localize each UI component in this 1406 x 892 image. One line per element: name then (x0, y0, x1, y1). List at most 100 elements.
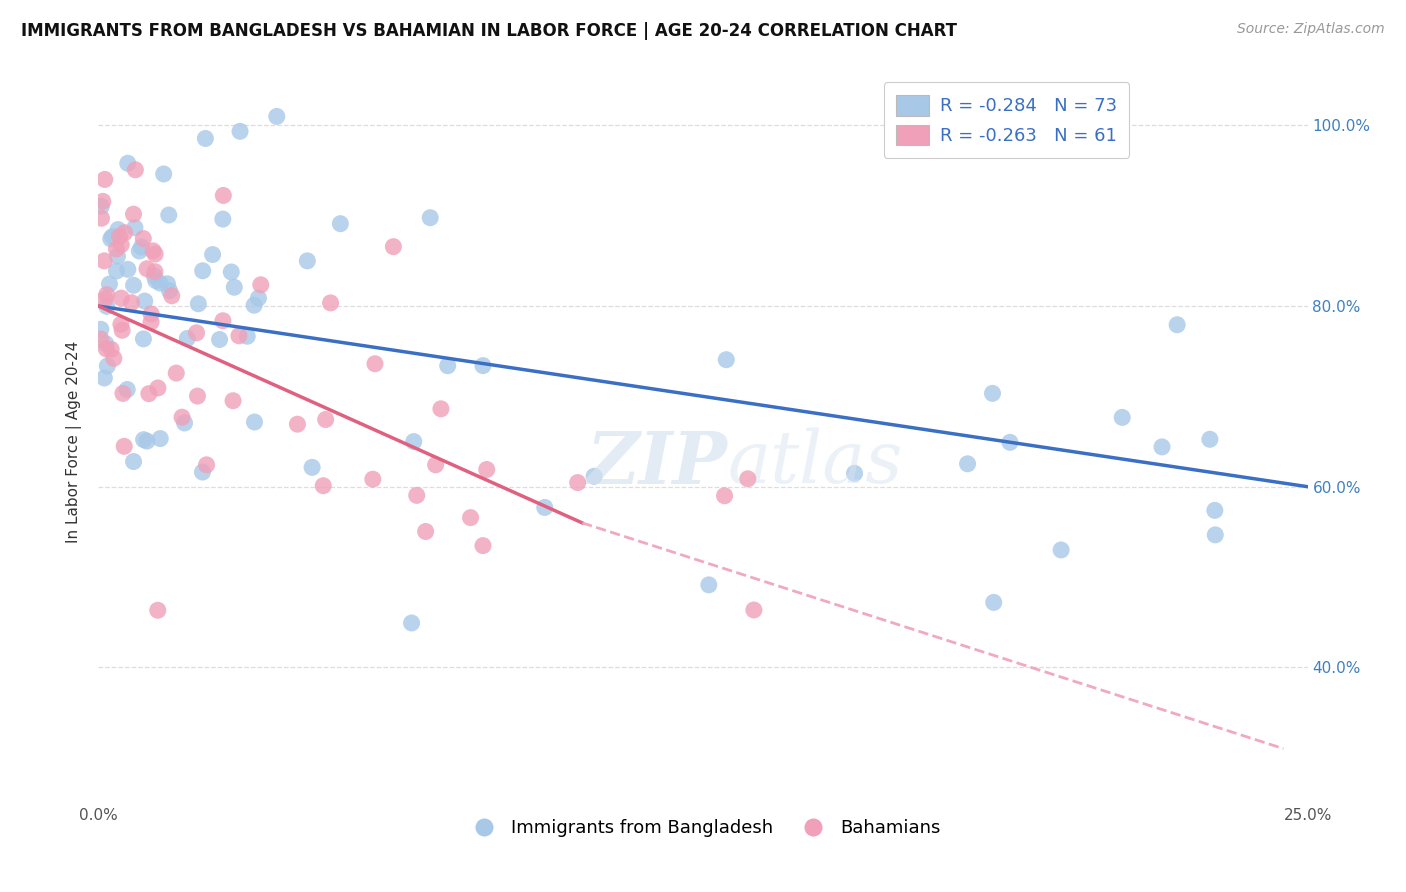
Point (212, 188, 235, 202)
Point (152, 167, 174, 181)
Point (247, 291, 270, 305)
Point (405, 488, 427, 502)
Point (138, 386, 160, 401)
Point (195, 458, 218, 472)
Text: Source: ZipAtlas.com: Source: ZipAtlas.com (1237, 22, 1385, 37)
Point (136, 434, 159, 449)
Point (186, 389, 208, 403)
Point (114, 226, 136, 240)
Point (165, 366, 187, 380)
Point (108, 229, 131, 244)
Point (1166, 318, 1188, 332)
Point (98, 277, 121, 291)
Point (94, 292, 117, 306)
Point (297, 253, 319, 268)
Point (236, 329, 259, 343)
Point (121, 295, 143, 310)
Point (90, 322, 112, 336)
Point (117, 262, 139, 277)
Point (194, 131, 217, 145)
Point (208, 333, 231, 347)
Text: IMMIGRANTS FROM BANGLADESH VS BAHAMIAN IN LABOR FORCE | AGE 20-24 CORRELATION CH: IMMIGRANTS FROM BANGLADESH VS BAHAMIAN I… (21, 22, 957, 40)
Point (156, 277, 179, 291)
Point (103, 351, 125, 366)
Point (201, 247, 224, 261)
Point (134, 294, 156, 309)
Point (191, 264, 214, 278)
Point (249, 277, 271, 292)
Point (122, 278, 145, 293)
Point (96, 287, 118, 301)
Point (1050, 543, 1073, 558)
Point (107, 249, 129, 263)
Point (287, 417, 309, 432)
Point (96, 342, 118, 356)
Point (105, 264, 128, 278)
Point (112, 439, 135, 453)
Point (266, 109, 288, 123)
Point (567, 475, 589, 490)
Point (136, 261, 159, 276)
Point (143, 247, 166, 261)
Point (160, 289, 183, 303)
Point (228, 328, 250, 343)
Point (176, 331, 198, 345)
Point (1150, 440, 1173, 454)
Point (1111, 410, 1133, 425)
Point (402, 434, 425, 449)
Point (139, 315, 162, 329)
Point (159, 284, 181, 298)
Point (415, 524, 437, 539)
Point (329, 217, 352, 231)
Point (301, 460, 323, 475)
Point (143, 265, 166, 279)
Point (93, 371, 115, 385)
Point (312, 479, 335, 493)
Point (101, 229, 124, 244)
Point (110, 237, 132, 252)
Point (122, 454, 145, 468)
Point (111, 323, 134, 337)
Point (229, 124, 252, 138)
Point (401, 615, 423, 630)
Point (157, 208, 180, 222)
Point (211, 212, 233, 227)
Point (186, 326, 208, 340)
Point (243, 415, 266, 429)
Point (122, 207, 145, 221)
Point (132, 433, 155, 447)
Point (425, 458, 447, 472)
Point (243, 298, 266, 312)
Point (436, 359, 458, 373)
Point (145, 274, 167, 288)
Point (472, 539, 495, 553)
Point (94, 336, 117, 351)
Point (430, 401, 453, 416)
Point (173, 416, 195, 430)
Point (170, 410, 193, 425)
Text: ZIP: ZIP (586, 428, 727, 499)
Point (361, 472, 384, 486)
Point (146, 603, 169, 617)
Point (191, 465, 214, 479)
Point (90, 199, 112, 213)
Point (319, 296, 342, 310)
Point (115, 383, 138, 397)
Point (187, 297, 209, 311)
Legend: Immigrants from Bangladesh, Bahamians: Immigrants from Bangladesh, Bahamians (458, 812, 948, 845)
Point (212, 314, 235, 328)
Point (132, 231, 155, 245)
Point (132, 332, 155, 346)
Point (142, 244, 165, 258)
Point (1199, 432, 1222, 446)
Point (533, 500, 555, 515)
Point (382, 239, 405, 253)
Point (583, 469, 606, 483)
Point (124, 220, 146, 235)
Point (110, 318, 132, 332)
Point (141, 307, 163, 321)
Point (315, 412, 337, 426)
Point (998, 435, 1021, 450)
Point (149, 432, 172, 446)
Point (716, 352, 738, 367)
